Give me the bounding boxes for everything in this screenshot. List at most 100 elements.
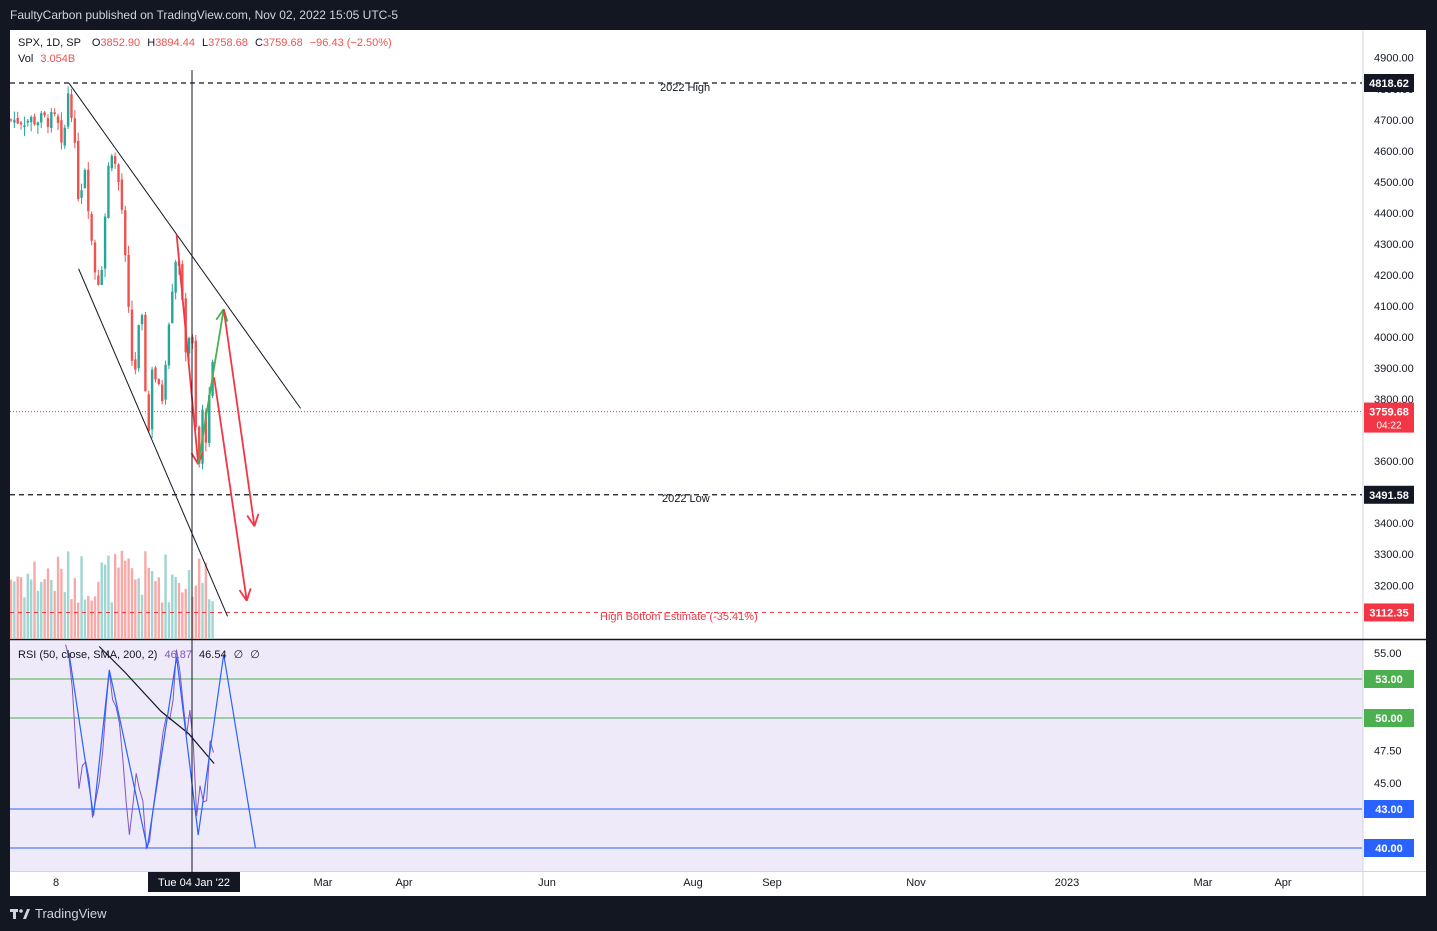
candle-body	[171, 291, 174, 324]
footer-brand[interactable]: TradingView	[10, 906, 107, 921]
price-tick-label: 4000.00	[1374, 332, 1414, 344]
volume-bar	[113, 554, 117, 639]
volume-bar	[73, 578, 77, 639]
legend-low-label: L	[202, 37, 208, 49]
price-badge-value: 3491.58	[1369, 490, 1409, 502]
volume-bar	[164, 554, 167, 639]
candle-body	[77, 140, 80, 200]
publisher-bar: FaultyCarbon published on TradingView.co…	[0, 0, 1437, 30]
volume-bar	[46, 568, 50, 639]
candle-body	[157, 379, 161, 385]
price-tick-label: 3600.00	[1374, 456, 1414, 468]
price-badge-value: 4818.62	[1369, 78, 1409, 90]
footer-bar: TradingView	[0, 897, 1437, 931]
price-badge	[1364, 74, 1414, 92]
candle-body	[117, 164, 120, 183]
rsi-tick-label: 47.50	[1374, 746, 1402, 758]
price-badge	[1364, 485, 1414, 504]
volume-bar	[167, 602, 171, 639]
price-badge-countdown: 04:22	[1376, 421, 1401, 432]
rsi-projection-zigzag	[68, 652, 256, 849]
time-tick-label: Aug	[683, 877, 703, 889]
volume-bar	[197, 558, 201, 639]
projection-arrowhead	[253, 513, 260, 527]
volume-bar	[80, 556, 83, 639]
volume-bar	[181, 592, 184, 639]
volume-bar	[56, 556, 60, 639]
projection-arrowhead	[238, 589, 248, 602]
chart-frame[interactable]: 4900.004800.004700.004600.004500.004400.…	[9, 30, 1426, 896]
legend-close: 3759.68	[263, 37, 303, 49]
chart-canvas[interactable]: 4900.004800.004700.004600.004500.004400.…	[9, 30, 1426, 896]
time-tick-label: Nov	[906, 877, 926, 889]
volume-bar	[103, 564, 107, 639]
candle-body	[66, 93, 70, 127]
tradingview-logo-icon	[10, 908, 30, 919]
rsi-sma-line	[98, 646, 215, 764]
candle-body	[150, 369, 154, 430]
candle-body	[107, 165, 110, 218]
candle-body	[137, 325, 140, 369]
legend-open: 3852.90	[100, 37, 140, 49]
time-tick-label: Sep	[762, 877, 782, 889]
legend-symbol: SPX, 1D, SP	[18, 37, 81, 49]
projection-arrowhead	[245, 588, 252, 602]
candle-body	[73, 118, 77, 143]
price-tick-label: 4900.00	[1374, 53, 1414, 65]
volume-bar	[174, 576, 177, 639]
candle-body	[181, 264, 184, 300]
crosshair-date-label: Tue 04 Jan '22	[158, 877, 230, 889]
candle-body	[130, 309, 134, 361]
volume-bar	[53, 590, 56, 639]
rsi-legend-name: RSI (50, close, SMA, 200, 2)	[18, 649, 157, 661]
price-tick-label: 3900.00	[1374, 363, 1414, 375]
volume-bar	[184, 588, 187, 639]
volume-bar	[201, 582, 204, 639]
candle-body	[147, 394, 150, 431]
rsi-legend-value4: ∅	[250, 649, 260, 661]
price-tick-label: 4100.00	[1374, 301, 1414, 313]
time-axis: 8 Mar Apr Jun Aug Sep Nov 2023 Mar Apr	[53, 877, 1292, 889]
rsi-tick-label: 45.00	[1374, 778, 1402, 790]
volume-bar	[60, 568, 63, 639]
trendline-lower	[78, 268, 228, 617]
price-badges: 4818.62 3759.68 04:22 3491.58 3112.35 53.00 50…	[1364, 74, 1414, 857]
rsi-badge	[1364, 800, 1414, 818]
candle-body	[16, 117, 19, 124]
price-badge-value: 3112.35	[1369, 607, 1408, 619]
candle-body	[110, 155, 113, 169]
rsi-badge-value: 53.00	[1375, 674, 1403, 686]
price-tick-label: 4400.00	[1374, 208, 1414, 220]
volume-bar	[9, 579, 13, 639]
rsi-tick-label: 55.00	[1374, 648, 1402, 660]
legend-change: −96.43 (−2.50%)	[310, 37, 392, 49]
volume-bar	[171, 574, 174, 639]
candle-body	[97, 275, 100, 285]
volume-bar	[211, 601, 214, 639]
time-tick-label: Apr	[395, 877, 412, 889]
candle-body	[9, 119, 13, 121]
legend-high-label: H	[147, 37, 155, 49]
volume-bar	[50, 579, 53, 639]
price-tick-label: 4300.00	[1374, 239, 1414, 251]
volume-bar	[147, 567, 150, 639]
volume-bar	[19, 577, 23, 639]
volume-bar	[130, 568, 134, 639]
volume-bar	[13, 581, 16, 639]
price-tick-label: 4200.00	[1374, 270, 1414, 282]
publisher-line: FaultyCarbon published on TradingView.co…	[10, 8, 399, 22]
time-tick-label: Apr	[1274, 877, 1291, 889]
time-tick-label: Jun	[538, 877, 556, 889]
candle-body	[174, 261, 177, 293]
volume-bar	[204, 562, 208, 639]
projection-red	[222, 308, 256, 527]
legend-ohlc: SPX, 1D, SP O3852.90 H3894.44 L3758.68 C…	[18, 37, 392, 49]
footer-brand-text: TradingView	[35, 906, 107, 921]
price-tick-label: 3300.00	[1374, 549, 1414, 561]
volume-bar	[70, 599, 73, 639]
volume-bar	[187, 569, 191, 639]
volume-bar	[120, 550, 124, 639]
candle-body	[161, 384, 164, 402]
projection-arrowhead	[215, 308, 225, 321]
rsi-badge-value: 43.00	[1375, 804, 1403, 816]
